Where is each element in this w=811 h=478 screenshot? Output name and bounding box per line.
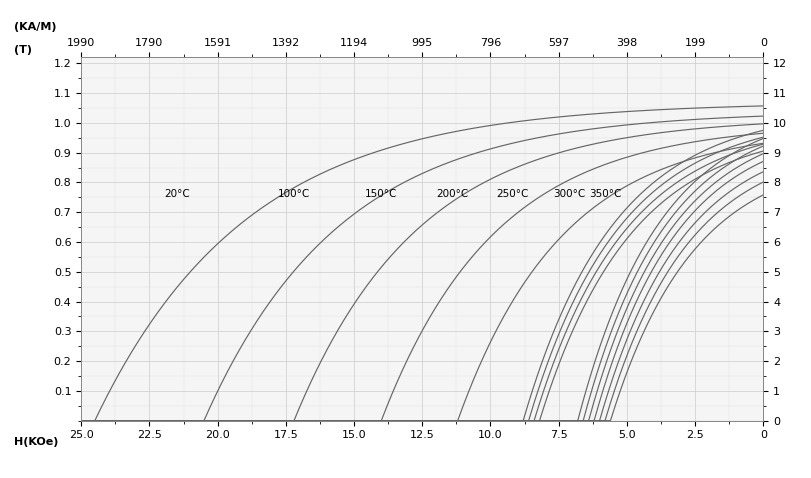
Text: 350°C: 350°C <box>588 189 620 199</box>
Text: 200°C: 200°C <box>436 189 468 199</box>
Text: 250°C: 250°C <box>496 189 528 199</box>
Text: (T): (T) <box>14 45 32 55</box>
Text: H(KOe): H(KOe) <box>14 437 58 447</box>
Text: 100°C: 100°C <box>277 189 310 199</box>
Text: 20°C: 20°C <box>164 189 189 199</box>
Text: 150°C: 150°C <box>365 189 397 199</box>
Text: 300°C: 300°C <box>553 189 585 199</box>
Text: (KA/M): (KA/M) <box>14 22 56 32</box>
